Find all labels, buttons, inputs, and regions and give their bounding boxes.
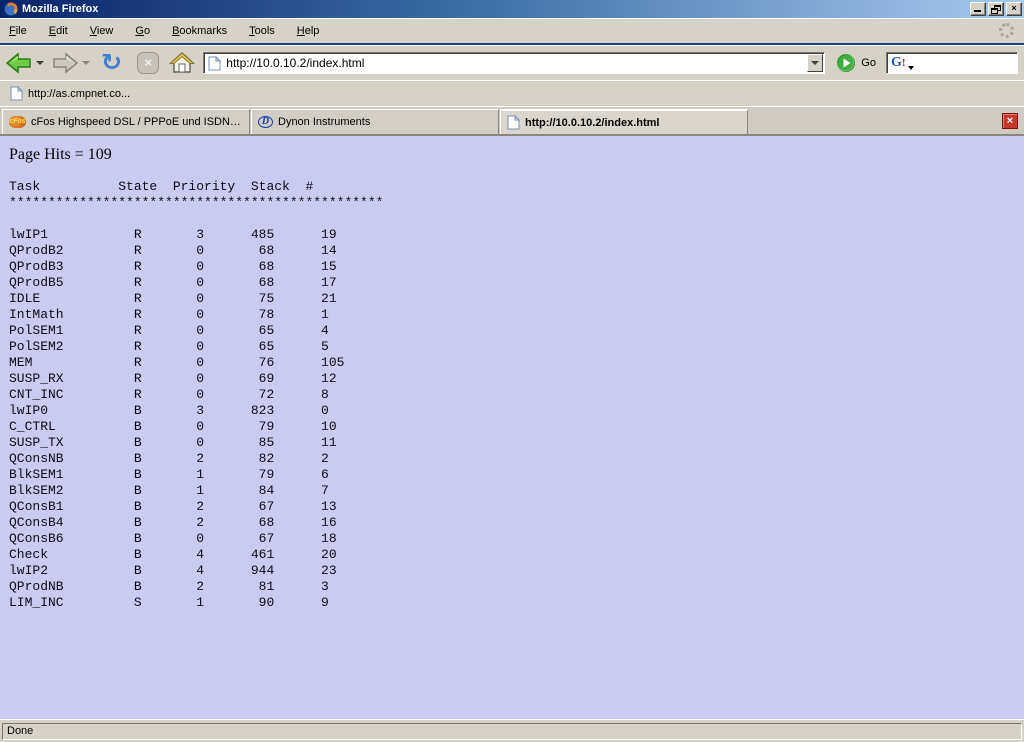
menu-bar: File Edit View Go Bookmarks Tools Help	[0, 18, 1024, 43]
forward-button[interactable]	[50, 51, 94, 75]
reload-icon: ↻	[101, 50, 123, 76]
stop-button[interactable]: ×	[129, 52, 167, 74]
reload-button[interactable]: ↻	[96, 50, 127, 76]
stop-icon: ×	[137, 52, 160, 74]
back-arrow-icon	[5, 52, 31, 74]
page-icon	[507, 115, 520, 130]
tab-2[interactable]: D Dynon Instruments	[251, 109, 499, 134]
close-window-button[interactable]: ×	[1006, 2, 1022, 16]
menu-edit[interactable]: Edit	[48, 25, 68, 37]
menu-bookmarks[interactable]: Bookmarks	[172, 25, 228, 37]
home-icon	[169, 51, 196, 73]
tab-bar: cFos cFos Highspeed DSL / PPPoE und ISDN …	[0, 106, 1024, 136]
page-hits-text: Page Hits = 109	[9, 146, 112, 163]
url-input[interactable]: http://10.0.10.2/index.html	[226, 56, 365, 70]
cfos-icon: cFos	[9, 116, 26, 128]
task-table: Task State Priority Stack # ************…	[9, 179, 384, 610]
tab-label: http://10.0.10.2/index.html	[525, 116, 660, 129]
bookmark-item[interactable]: http://as.cmpnet.co...	[6, 84, 134, 103]
close-tab-button[interactable]: ×	[1002, 113, 1018, 129]
dynon-icon: D	[258, 116, 273, 128]
home-button[interactable]	[169, 51, 196, 75]
menu-file[interactable]: File	[9, 25, 27, 37]
menu-tools[interactable]: Tools	[249, 25, 275, 37]
tab-label: Dynon Instruments	[278, 116, 371, 128]
minimize-icon	[974, 10, 981, 12]
go-icon	[837, 54, 856, 72]
page-icon	[10, 86, 23, 101]
back-dropdown-icon[interactable]	[36, 61, 44, 65]
minimize-button[interactable]	[970, 2, 986, 16]
firefox-logo-icon	[4, 2, 18, 16]
tab-label: cFos Highspeed DSL / PPPoE und ISDN CAP.…	[31, 116, 243, 128]
bookmarks-toolbar: http://as.cmpnet.co...	[0, 80, 1024, 106]
page-icon	[208, 55, 222, 70]
navigation-toolbar: ↻ × http://10.0.10.2/index.html	[0, 45, 1024, 80]
url-bar[interactable]: http://10.0.10.2/index.html	[203, 52, 826, 74]
menu-view[interactable]: View	[89, 25, 114, 37]
go-button[interactable]: Go	[837, 54, 876, 72]
status-bar: Done	[0, 719, 1024, 742]
forward-dropdown-icon[interactable]	[82, 61, 90, 65]
url-dropdown-button[interactable]	[807, 54, 824, 72]
page-content: Page Hits = 109 Task State Priority Stac…	[0, 136, 1024, 719]
search-engine-dropdown-icon[interactable]	[907, 66, 914, 70]
restore-button[interactable]	[988, 2, 1004, 16]
title-bar: Mozilla Firefox ×	[0, 0, 1024, 18]
toolbar-separator	[0, 43, 1024, 45]
back-button[interactable]	[4, 51, 48, 75]
tab-1[interactable]: cFos cFos Highspeed DSL / PPPoE und ISDN …	[2, 109, 250, 134]
firefox-throbber-icon	[999, 23, 1014, 38]
window-title: Mozilla Firefox	[22, 3, 99, 15]
google-search-icon[interactable]: G!	[891, 56, 914, 70]
menu-go[interactable]: Go	[135, 25, 151, 37]
search-field[interactable]: G!	[885, 52, 1018, 74]
forward-arrow-icon	[53, 52, 79, 74]
go-label: Go	[861, 57, 876, 69]
menu-help[interactable]: Help	[296, 25, 320, 37]
bookmark-label: http://as.cmpnet.co...	[28, 87, 131, 100]
status-text: Done	[2, 722, 1022, 740]
tab-3[interactable]: http://10.0.10.2/index.html	[500, 109, 748, 134]
